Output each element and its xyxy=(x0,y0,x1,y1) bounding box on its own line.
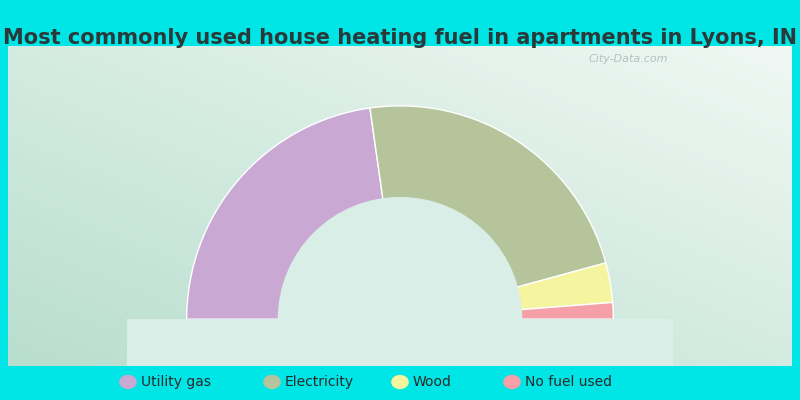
Text: Most commonly used house heating fuel in apartments in Lyons, IN: Most commonly used house heating fuel in… xyxy=(3,28,797,48)
Wedge shape xyxy=(400,263,613,319)
Ellipse shape xyxy=(503,375,521,389)
Bar xyxy=(127,319,673,366)
Wedge shape xyxy=(186,108,400,319)
Circle shape xyxy=(278,197,522,400)
Text: Wood: Wood xyxy=(413,375,452,389)
Text: No fuel used: No fuel used xyxy=(525,375,612,389)
Ellipse shape xyxy=(263,375,281,389)
Text: Utility gas: Utility gas xyxy=(141,375,210,389)
Wedge shape xyxy=(400,302,614,319)
Text: City-Data.com: City-Data.com xyxy=(589,54,668,64)
Text: Electricity: Electricity xyxy=(285,375,354,389)
Wedge shape xyxy=(370,106,606,319)
Ellipse shape xyxy=(119,375,137,389)
Ellipse shape xyxy=(391,375,409,389)
